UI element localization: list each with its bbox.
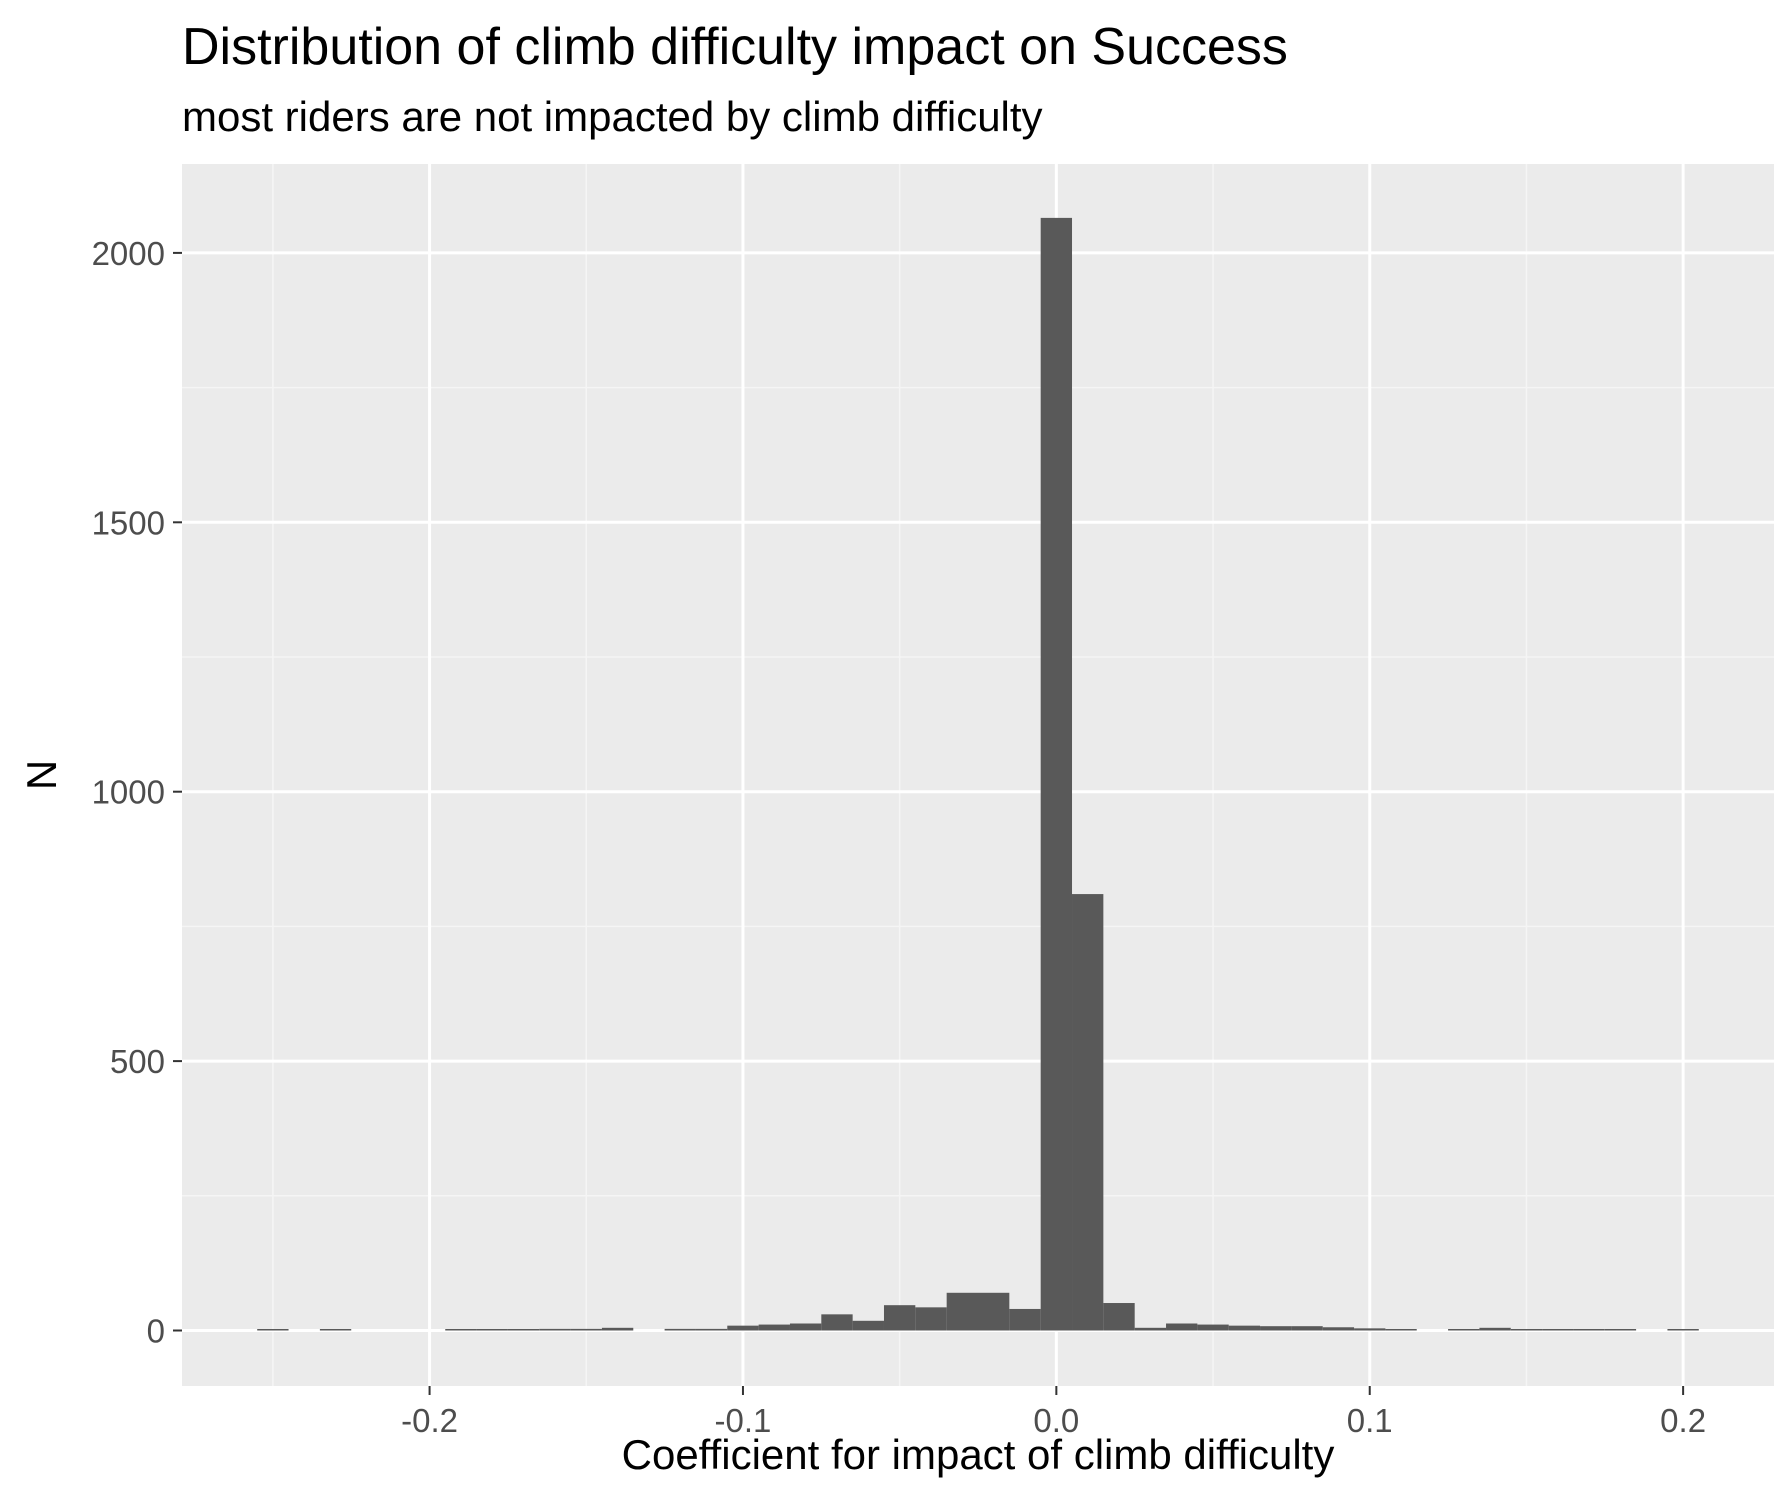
histogram-bar (539, 1328, 571, 1331)
histogram-bar (1354, 1328, 1386, 1331)
x-tick-label: 0.0 (1033, 1402, 1079, 1439)
histogram-bar (570, 1328, 602, 1331)
histogram-bar (1228, 1325, 1261, 1331)
histogram-bar (1542, 1329, 1574, 1331)
plot-panel (182, 164, 1774, 1386)
histogram-bar (1197, 1324, 1229, 1331)
x-axis-title: Coefficient for impact of climb difficul… (622, 1431, 1335, 1478)
chart-title: Distribution of climb difficulty impact … (182, 18, 1288, 76)
histogram-bar (789, 1323, 822, 1331)
histogram-bar (507, 1329, 540, 1331)
y-tick-label: 1500 (92, 504, 165, 541)
histogram-bar (1322, 1327, 1355, 1331)
histogram-bar (1385, 1329, 1417, 1331)
histogram-bar (758, 1324, 790, 1331)
histogram-bar (476, 1329, 508, 1331)
histogram-bar (601, 1327, 634, 1331)
histogram-bar (1667, 1329, 1699, 1331)
y-axis-title: N (18, 760, 65, 790)
histogram-bar (1573, 1329, 1605, 1331)
histogram-bar (1103, 1303, 1135, 1331)
histogram-bar (1040, 217, 1073, 1331)
grid-minor (182, 164, 1774, 1386)
y-tick-label: 2000 (92, 235, 165, 272)
histogram-bar (1604, 1329, 1637, 1331)
histogram-bar (319, 1329, 352, 1331)
y-tick-label: 500 (110, 1043, 165, 1080)
histogram-bar (1448, 1329, 1480, 1331)
histogram-bar (727, 1325, 759, 1331)
histogram-bar (1291, 1326, 1323, 1331)
chart-subtitle: most riders are not impacted by climb di… (182, 93, 1043, 140)
x-axis: -0.2 -0.1 0.0 0.1 0.2 (401, 1386, 1706, 1439)
y-tick-label: 1000 (92, 774, 165, 811)
histogram-bar (821, 1314, 853, 1331)
histogram-bar (852, 1320, 884, 1331)
histogram-bar (695, 1328, 728, 1331)
histogram-bar (1072, 894, 1104, 1331)
histogram-bar (664, 1328, 696, 1331)
x-tick-label: 0.1 (1347, 1402, 1393, 1439)
y-axis: 0 500 1000 1500 2000 (92, 235, 182, 1350)
histogram-bar (1260, 1326, 1292, 1331)
histogram-bar (978, 1292, 1010, 1331)
histogram-bar (445, 1329, 477, 1331)
x-tick-label: -0.2 (401, 1402, 458, 1439)
histogram-bar (1134, 1327, 1167, 1331)
histogram-bar (946, 1292, 978, 1331)
histogram-bars (257, 217, 1699, 1331)
x-tick-label: 0.2 (1660, 1402, 1706, 1439)
histogram-bar (883, 1305, 916, 1331)
histogram-bar (1166, 1323, 1198, 1331)
y-tick-label: 0 (147, 1313, 165, 1350)
histogram-bar (1510, 1329, 1543, 1331)
histogram-bar (915, 1307, 947, 1331)
x-tick-label: -0.1 (715, 1402, 772, 1439)
histogram-bar (257, 1329, 289, 1331)
histogram-bar (1009, 1308, 1041, 1331)
histogram-bar (1479, 1327, 1511, 1331)
